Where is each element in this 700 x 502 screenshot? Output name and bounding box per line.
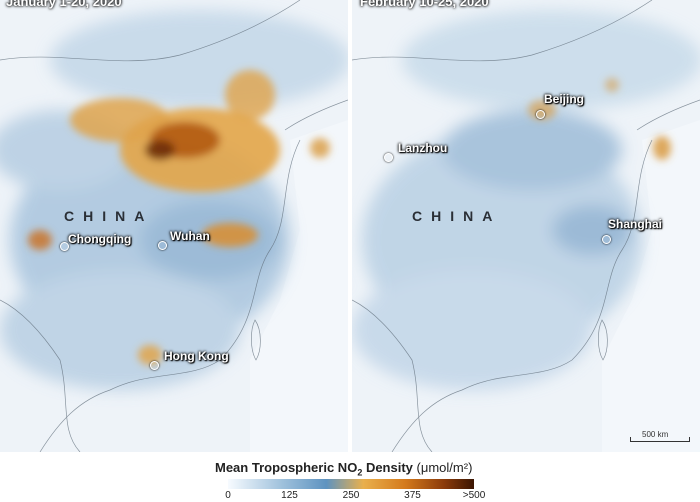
map-panel-january: January 1-20, 2020 CHINA Chongqing Wuhan… [0, 0, 348, 452]
color-legend: Mean Tropospheric NO2 Density (μmol/m²) … [0, 452, 700, 502]
legend-color-bar [228, 479, 474, 489]
city-marker-icon [384, 153, 393, 162]
city-marker-icon [536, 110, 545, 119]
city-shanghai: Shanghai [602, 217, 662, 244]
city-name: Chongqing [68, 232, 132, 246]
legend-ticks: 0 125 250 375 >500 [225, 490, 485, 502]
city-name: Lanzhou [398, 141, 448, 155]
no2-map-february [352, 0, 700, 452]
legend-tick: 250 [342, 490, 360, 501]
no2-map-january [0, 0, 348, 452]
city-marker-icon [60, 242, 69, 251]
city-name: Hong Kong [164, 349, 229, 363]
date-label: January 1-20, 2020 [6, 0, 122, 9]
legend-tick: 125 [281, 490, 298, 501]
legend-unit: (μmol/m²) [416, 460, 473, 475]
scale-bar-line [630, 437, 690, 442]
city-wuhan: Wuhan [158, 229, 210, 250]
city-hong-kong: Hong Kong [150, 349, 229, 370]
country-label: CHINA [64, 208, 154, 224]
city-chongqing: Chongqing [60, 232, 131, 251]
scale-bar: 500 km [630, 430, 690, 444]
legend-title: Mean Tropospheric NO2 Density (μmol/m²) [215, 460, 473, 478]
scale-bar-label: 500 km [642, 430, 669, 439]
city-beijing: Beijing [536, 92, 584, 119]
legend-tick: >500 [462, 490, 486, 501]
city-lanzhou: Lanzhou [384, 141, 447, 162]
city-name: Beijing [544, 92, 585, 106]
legend-tick: 0 [225, 490, 231, 501]
map-panel-february: February 10-25, 2020 CHINA Beijing Lanzh… [352, 0, 700, 452]
city-marker-icon [158, 241, 167, 250]
city-marker-icon [150, 361, 159, 370]
country-label: CHINA [412, 208, 502, 224]
date-label: February 10-25, 2020 [360, 0, 489, 9]
legend-tick: 375 [404, 490, 421, 501]
city-marker-icon [602, 235, 611, 244]
city-name: Shanghai [608, 217, 663, 231]
city-name: Wuhan [170, 229, 210, 243]
